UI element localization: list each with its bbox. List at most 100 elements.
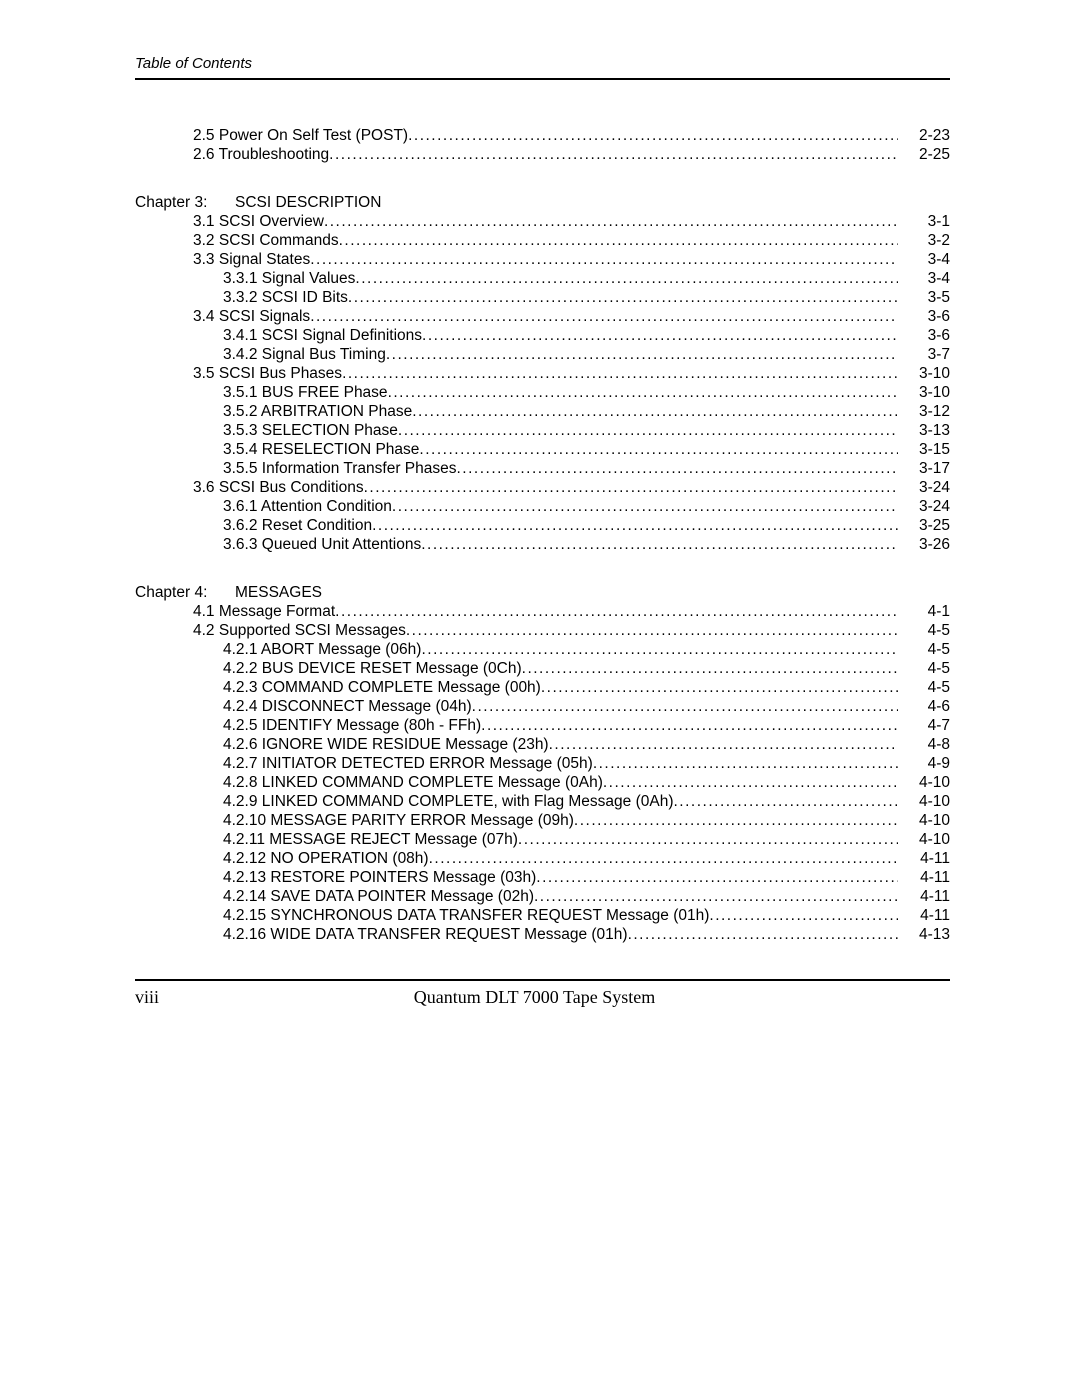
toc-entry: 4.2.5 IDENTIFY Message (80h - FFh) 4-7 (135, 716, 950, 735)
toc-leader-dots (324, 212, 898, 231)
toc-entry: 3.6.3 Queued Unit Attentions3-26 (135, 535, 950, 554)
toc-entry-label: 4.2.8 LINKED COMMAND COMPLETE Message (0… (223, 773, 603, 792)
toc-entry-page: 4-9 (898, 754, 950, 773)
toc-entry-label: 4.2.15 SYNCHRONOUS DATA TRANSFER REQUEST… (223, 906, 709, 925)
toc-entry-page: 4-5 (898, 678, 950, 697)
toc-leader-dots (536, 868, 898, 887)
toc-entry-label: 4.2.14 SAVE DATA POINTER Message (02h) (223, 887, 534, 906)
toc-entry-label: 3.3 Signal States (193, 250, 310, 269)
toc-entry-page: 3-6 (898, 326, 950, 345)
toc-entry-label: 4.2.4 DISCONNECT Message (04h) (223, 697, 472, 716)
toc-leader-dots (392, 497, 898, 516)
footer-rule (135, 979, 950, 981)
toc-entry-page: 3-7 (898, 345, 950, 364)
toc-leader-dots (406, 621, 898, 640)
footer-title: Quantum DLT 7000 Tape System (159, 987, 950, 1008)
toc-entry-page: 3-13 (898, 421, 950, 440)
toc-entry-page: 4-7 (898, 716, 950, 735)
toc-entry-page: 4-6 (898, 697, 950, 716)
toc-entry-page: 4-11 (898, 887, 950, 906)
toc-entry-page: 3-12 (898, 402, 950, 421)
toc-entry-label: 3.6 SCSI Bus Conditions (193, 478, 364, 497)
toc-entry: 4.2 Supported SCSI Messages4-5 (135, 621, 950, 640)
toc-leader-dots (574, 811, 898, 830)
toc-leader-dots (481, 716, 898, 735)
toc-leader-dots (355, 269, 898, 288)
toc-entry: 4.2.8 LINKED COMMAND COMPLETE Message (0… (135, 773, 950, 792)
toc-entry-label: 3.1 SCSI Overview (193, 212, 324, 231)
toc-entry-page: 3-4 (898, 269, 950, 288)
toc-entry: 4.1 Message Format4-1 (135, 602, 950, 621)
toc-entry-page: 4-11 (898, 868, 950, 887)
toc-leader-dots (339, 231, 898, 250)
toc-entry-page: 4-10 (898, 830, 950, 849)
toc-leader-dots (541, 678, 898, 697)
toc-entry-page: 4-5 (898, 640, 950, 659)
chapter-label: Chapter 4: (135, 583, 235, 602)
toc-entry: 4.2.3 COMMAND COMPLETE Message (00h) 4-5 (135, 678, 950, 697)
toc-entry-page: 4-10 (898, 811, 950, 830)
toc-entry-page: 4-10 (898, 792, 950, 811)
toc-entry-page: 4-13 (898, 925, 950, 944)
toc-entry-label: 4.2.10 MESSAGE PARITY ERROR Message (09h… (223, 811, 574, 830)
toc-entry-page: 3-24 (898, 497, 950, 516)
toc-content: 2.5 Power On Self Test (POST)2-232.6 Tro… (135, 126, 950, 944)
toc-leader-dots (603, 773, 898, 792)
toc-entry: 4.2.13 RESTORE POINTERS Message (03h) 4-1… (135, 868, 950, 887)
toc-leader-dots (709, 906, 898, 925)
toc-entry: 2.6 Troubleshooting2-25 (135, 145, 950, 164)
toc-entry: 4.2.16 WIDE DATA TRANSFER REQUEST Messag… (135, 925, 950, 944)
toc-leader-dots (335, 602, 898, 621)
toc-entry: 3.5.2 ARBITRATION Phase3-12 (135, 402, 950, 421)
toc-entry-page: 4-5 (898, 621, 950, 640)
toc-entry-label: 4.2.11 MESSAGE REJECT Message (07h) (223, 830, 518, 849)
toc-leader-dots (412, 402, 898, 421)
toc-entry-label: 3.5 SCSI Bus Phases (193, 364, 342, 383)
toc-entry-label: 3.3.1 Signal Values (223, 269, 355, 288)
toc-entry-label: 4.2.5 IDENTIFY Message (80h - FFh) (223, 716, 481, 735)
toc-leader-dots (310, 307, 898, 326)
toc-entry: 4.2.9 LINKED COMMAND COMPLETE, with Flag… (135, 792, 950, 811)
toc-entry-page: 2-25 (898, 145, 950, 164)
toc-leader-dots (456, 459, 898, 478)
toc-entry: 4.2.4 DISCONNECT Message (04h) 4-6 (135, 697, 950, 716)
toc-leader-dots (549, 735, 898, 754)
toc-entry-label: 3.6.3 Queued Unit Attentions (223, 535, 421, 554)
document-page: Table of Contents 2.5 Power On Self Test… (0, 0, 1080, 1397)
toc-leader-dots (421, 640, 898, 659)
toc-entry: 4.2.6 IGNORE WIDE RESIDUE Message (23h) 4… (135, 735, 950, 754)
chapter-title: SCSI DESCRIPTION (235, 193, 381, 212)
toc-entry-page: 3-25 (898, 516, 950, 535)
toc-entry: 3.5.1 BUS FREE Phase3-10 (135, 383, 950, 402)
toc-entry-label: 3.5.3 SELECTION Phase (223, 421, 398, 440)
footer-page-number: viii (135, 987, 159, 1008)
toc-entry-page: 3-24 (898, 478, 950, 497)
toc-entry: 3.6 SCSI Bus Conditions 3-24 (135, 478, 950, 497)
toc-entry-page: 4-10 (898, 773, 950, 792)
toc-entry-label: 3.3.2 SCSI ID Bits (223, 288, 348, 307)
toc-entry-label: 2.5 Power On Self Test (POST) (193, 126, 408, 145)
toc-entry-label: 4.2.7 INITIATOR DETECTED ERROR Message (… (223, 754, 593, 773)
toc-entry: 2.5 Power On Self Test (POST)2-23 (135, 126, 950, 145)
toc-entry-label: 4.2.3 COMMAND COMPLETE Message (00h) (223, 678, 541, 697)
toc-entry: 3.6.2 Reset Condition3-25 (135, 516, 950, 535)
toc-entry-label: 3.4 SCSI Signals (193, 307, 310, 326)
toc-entry-page: 4-11 (898, 849, 950, 868)
toc-leader-dots (386, 345, 898, 364)
toc-leader-dots (310, 250, 898, 269)
toc-entry: 3.5 SCSI Bus Phases3-10 (135, 364, 950, 383)
toc-entry: 4.2.11 MESSAGE REJECT Message (07h) 4-10 (135, 830, 950, 849)
toc-entry-label: 4.2.16 WIDE DATA TRANSFER REQUEST Messag… (223, 925, 628, 944)
toc-entry-label: 4.2.13 RESTORE POINTERS Message (03h) (223, 868, 536, 887)
toc-entry-page: 4-5 (898, 659, 950, 678)
toc-entry: 4.2.15 SYNCHRONOUS DATA TRANSFER REQUEST… (135, 906, 950, 925)
toc-entry-label: 4.2.6 IGNORE WIDE RESIDUE Message (23h) (223, 735, 549, 754)
toc-entry-page: 4-11 (898, 906, 950, 925)
toc-entry-label: 4.2.9 LINKED COMMAND COMPLETE, with Flag… (223, 792, 674, 811)
page-header: Table of Contents (135, 55, 950, 80)
toc-entry-page: 4-8 (898, 735, 950, 754)
toc-entry-label: 3.5.4 RESELECTION Phase (223, 440, 419, 459)
toc-entry-label: 3.5.5 Information Transfer Phases (223, 459, 456, 478)
header-rule (135, 78, 950, 80)
toc-leader-dots (674, 792, 899, 811)
